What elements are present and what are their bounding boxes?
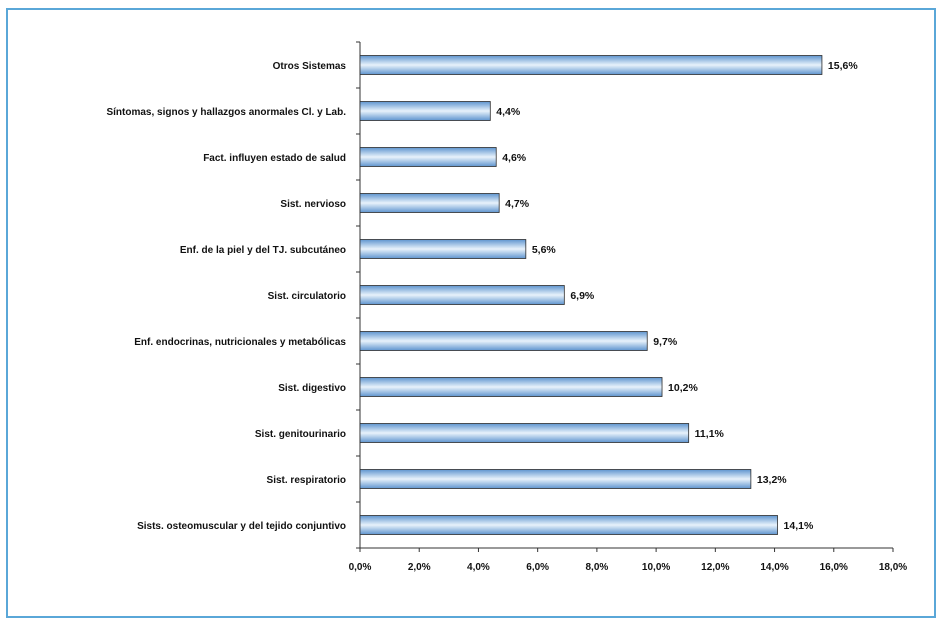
- x-tick-label: 10,0%: [642, 562, 670, 573]
- bar: [359, 193, 500, 213]
- category-label: Sists. osteomuscular y del tejido conjun…: [137, 521, 346, 532]
- x-tick-label: 6,0%: [526, 562, 549, 573]
- data-label: 13,2%: [757, 474, 787, 486]
- category-label: Otros Sistemas: [273, 61, 347, 72]
- x-tick-label: 8,0%: [585, 562, 608, 573]
- category-label: Sist. circulatorio: [268, 291, 346, 302]
- bar: [359, 101, 491, 121]
- x-tick-label: 14,0%: [760, 562, 788, 573]
- chart-labels: Otros Sistemas 15,6% Síntomas, signos y ha…: [106, 60, 858, 532]
- bar: [359, 147, 497, 167]
- x-tick-label: 16,0%: [820, 562, 848, 573]
- category-label: Sist. digestivo: [278, 383, 346, 394]
- bar: [359, 469, 752, 489]
- data-label: 14,1%: [784, 520, 814, 532]
- category-label: Enf. endocrinas, nutricionales y metaból…: [134, 337, 346, 348]
- data-label: 4,6%: [502, 152, 527, 164]
- category-label: Síntomas, signos y hallazgos anormales C…: [106, 107, 346, 118]
- bar: [359, 377, 663, 397]
- x-tick-label: 2,0%: [408, 562, 431, 573]
- data-label: 4,4%: [496, 106, 521, 118]
- category-label: Sist. nervioso: [280, 199, 346, 210]
- data-label: 15,6%: [828, 60, 858, 72]
- bar: [359, 515, 778, 535]
- data-label: 10,2%: [668, 382, 698, 394]
- chart-bars: [359, 55, 823, 535]
- x-tick-label: 4,0%: [467, 562, 490, 573]
- chart-axes: 0,0% 2,0% 4,0% 6,0% 8,0% 10,0% 12,0% 14,0% 16,0%…: [349, 41, 907, 573]
- data-label: 11,1%: [695, 428, 725, 440]
- bar: [359, 331, 648, 351]
- x-tick-label: 0,0%: [349, 562, 372, 573]
- data-label: 9,7%: [653, 336, 678, 348]
- x-tick-label: 12,0%: [701, 562, 729, 573]
- bar: [359, 423, 690, 443]
- category-label: Sist. respiratorio: [267, 475, 346, 486]
- bar: [359, 55, 823, 75]
- data-label: 5,6%: [532, 244, 557, 256]
- category-label: Sist. genitourinario: [255, 429, 346, 440]
- bar: [359, 239, 527, 259]
- category-label: Fact. influyen estado de salud: [203, 153, 346, 164]
- data-label: 4,7%: [505, 198, 530, 210]
- bar: [359, 285, 565, 305]
- x-tick-label: 18,0%: [879, 562, 907, 573]
- category-label: Enf. de la piel y del TJ. subcutáneo: [180, 245, 346, 256]
- data-label: 6,9%: [570, 290, 595, 302]
